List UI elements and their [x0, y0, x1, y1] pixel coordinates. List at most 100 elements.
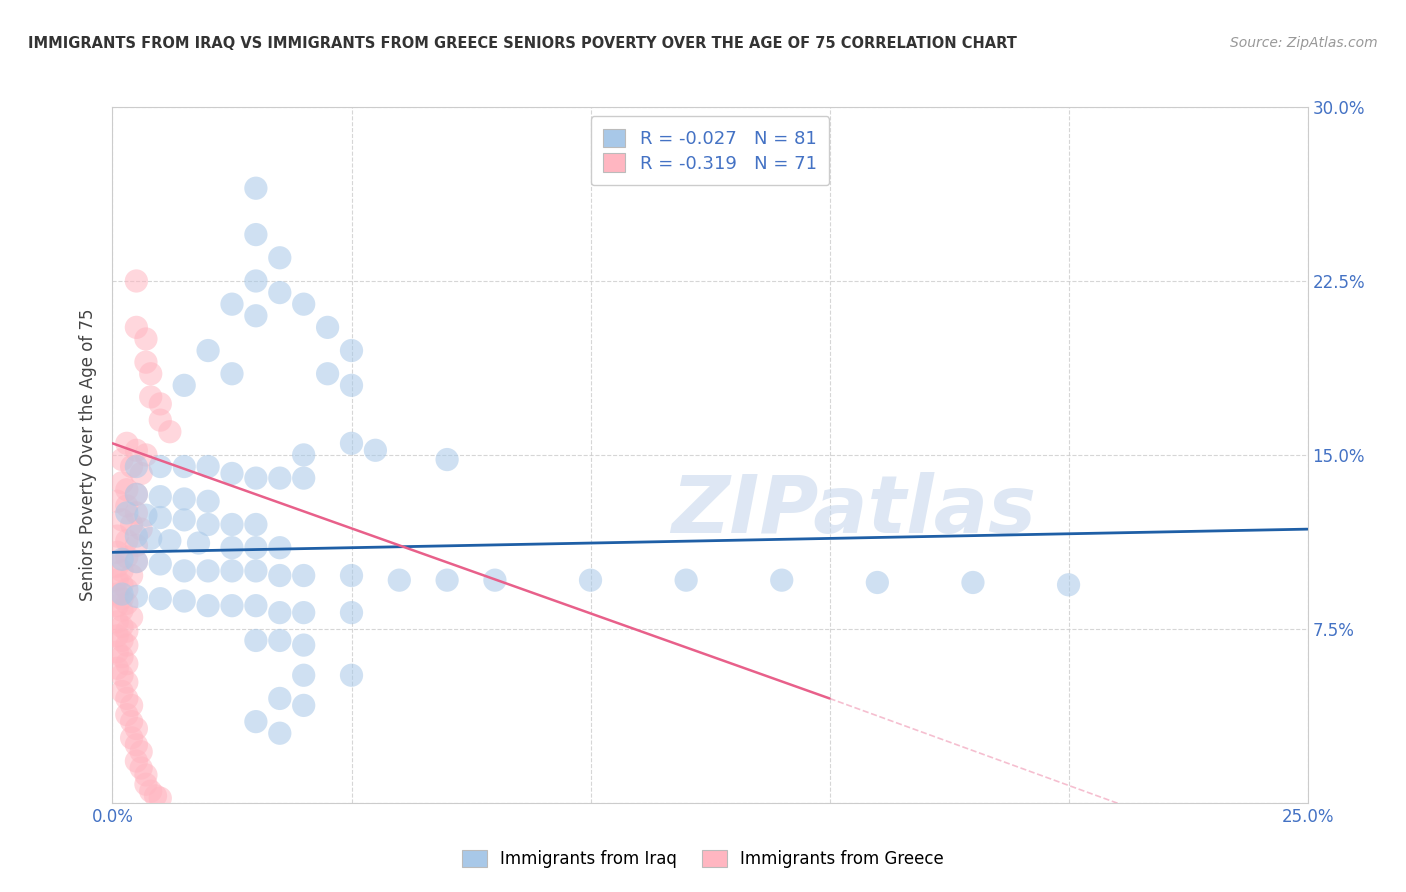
Point: [316, 320, 339, 334]
Point: [340, 436, 363, 450]
Point: [139, 532, 162, 546]
Point: [135, 448, 157, 462]
Point: [173, 459, 195, 474]
Point: [159, 533, 181, 548]
Point: [292, 698, 315, 713]
Point: [111, 619, 134, 633]
Point: [292, 297, 315, 311]
Point: [187, 536, 209, 550]
Point: [149, 591, 172, 606]
Point: [125, 529, 148, 543]
Point: [105, 629, 128, 643]
Point: [269, 471, 291, 485]
Point: [340, 343, 363, 358]
Point: [292, 448, 315, 462]
Point: [115, 436, 138, 450]
Point: [111, 649, 134, 664]
Point: [139, 784, 162, 798]
Point: [121, 610, 143, 624]
Point: [149, 510, 172, 524]
Point: [129, 745, 152, 759]
Point: [292, 471, 315, 485]
Point: [221, 564, 243, 578]
Point: [149, 413, 172, 427]
Text: ZIPatlas: ZIPatlas: [671, 472, 1036, 549]
Point: [111, 684, 134, 698]
Point: [245, 274, 267, 288]
Point: [340, 568, 363, 582]
Point: [269, 541, 291, 555]
Point: [121, 459, 143, 474]
Point: [115, 499, 138, 513]
Point: [388, 573, 411, 587]
Point: [135, 355, 157, 369]
Point: [139, 367, 162, 381]
Point: [125, 555, 148, 569]
Point: [340, 378, 363, 392]
Point: [105, 494, 128, 508]
Point: [221, 541, 243, 555]
Point: [135, 777, 157, 791]
Point: [269, 726, 291, 740]
Text: IMMIGRANTS FROM IRAQ VS IMMIGRANTS FROM GREECE SENIORS POVERTY OVER THE AGE OF 7: IMMIGRANTS FROM IRAQ VS IMMIGRANTS FROM …: [28, 36, 1017, 51]
Point: [125, 487, 148, 501]
Point: [340, 668, 363, 682]
Point: [269, 251, 291, 265]
Point: [121, 714, 143, 729]
Point: [115, 596, 138, 610]
Point: [245, 633, 267, 648]
Y-axis label: Seniors Poverty Over the Age of 75: Seniors Poverty Over the Age of 75: [79, 309, 97, 601]
Point: [245, 309, 267, 323]
Point: [105, 587, 128, 601]
Point: [316, 367, 339, 381]
Point: [121, 698, 143, 713]
Point: [770, 573, 793, 587]
Point: [121, 731, 143, 745]
Point: [149, 791, 172, 805]
Point: [115, 691, 138, 706]
Point: [173, 594, 195, 608]
Point: [197, 517, 219, 532]
Point: [221, 367, 243, 381]
Point: [115, 549, 138, 564]
Point: [866, 575, 889, 590]
Point: [269, 285, 291, 300]
Point: [115, 582, 138, 597]
Point: [149, 557, 172, 571]
Point: [125, 443, 148, 458]
Point: [149, 459, 172, 474]
Point: [115, 624, 138, 639]
Point: [125, 590, 148, 604]
Point: [105, 559, 128, 574]
Point: [125, 555, 148, 569]
Point: [105, 529, 128, 543]
Point: [245, 541, 267, 555]
Point: [111, 633, 134, 648]
Point: [111, 513, 134, 527]
Point: [245, 599, 267, 613]
Point: [115, 638, 138, 652]
Point: [111, 668, 134, 682]
Point: [221, 297, 243, 311]
Point: [245, 227, 267, 242]
Point: [962, 575, 984, 590]
Point: [125, 754, 148, 768]
Point: [269, 568, 291, 582]
Point: [484, 573, 506, 587]
Point: [173, 513, 195, 527]
Point: [221, 599, 243, 613]
Text: Source: ZipAtlas.com: Source: ZipAtlas.com: [1230, 36, 1378, 50]
Point: [115, 657, 138, 671]
Point: [197, 459, 219, 474]
Point: [292, 568, 315, 582]
Point: [269, 606, 291, 620]
Point: [197, 343, 219, 358]
Point: [115, 707, 138, 722]
Point: [105, 599, 128, 613]
Legend: Immigrants from Iraq, Immigrants from Greece: Immigrants from Iraq, Immigrants from Gr…: [456, 843, 950, 875]
Point: [111, 552, 134, 566]
Point: [364, 443, 387, 458]
Point: [125, 538, 148, 552]
Point: [135, 508, 157, 523]
Point: [292, 638, 315, 652]
